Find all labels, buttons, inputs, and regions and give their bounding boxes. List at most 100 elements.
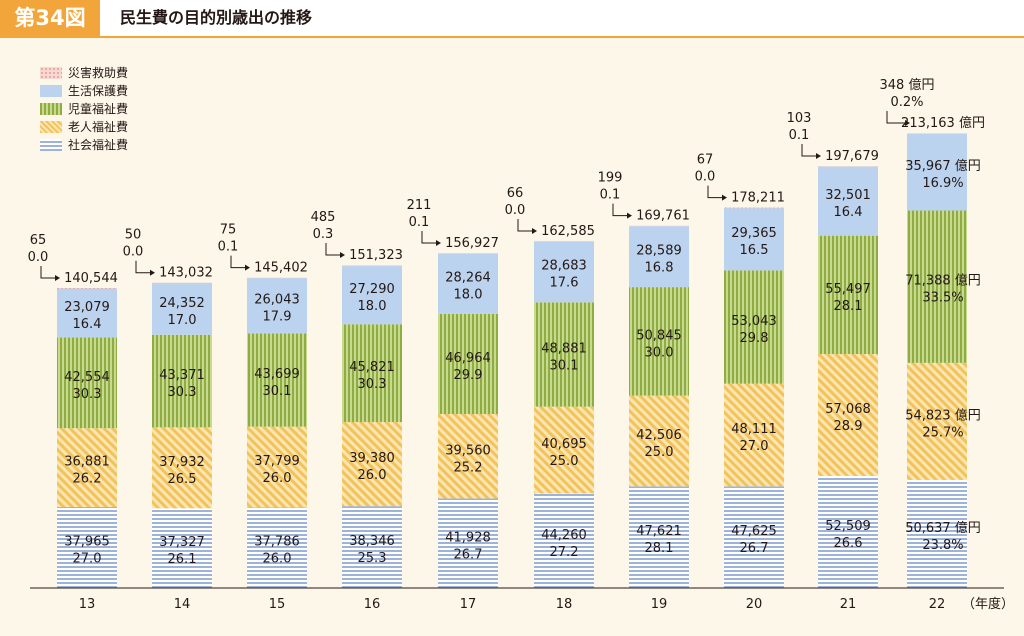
callout-line-16	[325, 243, 340, 256]
callout-line-22	[886, 111, 905, 124]
bar-segment-livelihood-21	[818, 166, 878, 236]
share-label-livelihood-17: 18.0	[454, 288, 483, 303]
data-label-livelihood-14: 24,352	[159, 296, 205, 311]
share-label-elderly-21: 28.9	[834, 419, 863, 434]
bar-segment-disaster-16	[342, 265, 402, 267]
bar-segment-disaster-22	[907, 133, 967, 134]
data-label-child-16: 45,821	[349, 360, 395, 375]
callout-line-21	[801, 144, 816, 157]
share-label-child-20: 29.8	[740, 331, 769, 346]
data-label-elderly-17: 39,560	[445, 443, 491, 458]
bar-segment-child-14	[152, 334, 212, 428]
share-label-livelihood-21: 16.4	[834, 205, 863, 220]
bar-segment-child-21	[818, 235, 878, 355]
bar-segment-livelihood-13	[57, 288, 117, 338]
total-label-22: 213,163 億円	[901, 115, 985, 131]
x-tick-label-14: 14	[174, 597, 191, 612]
data-label-social-18: 44,260	[541, 528, 587, 543]
data-label-social-21: 52,509	[825, 519, 871, 534]
callout-line-13	[40, 266, 55, 279]
x-tick-label-21: 21	[840, 597, 857, 612]
share-label-child-13: 30.3	[73, 387, 102, 402]
bar-segment-child-16	[342, 324, 402, 423]
bar-segment-elderly-13	[57, 428, 117, 507]
bar-segment-livelihood-22	[907, 133, 967, 211]
data-label-child-18: 48,881	[541, 341, 587, 356]
bar-segment-elderly-17	[438, 414, 498, 499]
data-label-child-20: 53,043	[731, 314, 777, 329]
bar-segment-social-13	[57, 506, 117, 588]
data-label-elderly-21: 57,068	[825, 402, 871, 417]
share-label-social-22: 23.8%	[922, 538, 963, 553]
disaster-label-20: 67	[697, 153, 714, 168]
legend-swatch-child	[40, 103, 62, 115]
legend-swatch-elderly	[40, 121, 62, 133]
bar-segment-child-17	[438, 313, 498, 415]
callout-arrow-14	[150, 269, 155, 276]
legend-label-livelihood: 生活保護費	[68, 84, 129, 98]
share-label-elderly-14: 26.5	[168, 472, 197, 487]
data-label-social-20: 47,625	[731, 524, 777, 539]
callout-arrow-15	[245, 264, 250, 271]
share-label-child-17: 29.9	[454, 368, 483, 383]
legend-label-social: 社会福祉費	[68, 138, 129, 152]
data-label-child-13: 42,554	[64, 370, 110, 385]
data-label-elderly-22: 54,823 億円	[905, 407, 981, 423]
x-tick-label-22: 22	[929, 597, 946, 612]
bar-segment-elderly-19	[629, 395, 689, 487]
data-label-elderly-20: 48,111	[731, 422, 777, 437]
total-label-15: 145,402	[254, 261, 308, 276]
bar-segment-social-17	[438, 498, 498, 588]
callout-arrow-17	[436, 240, 441, 247]
disaster-label-15: 75	[220, 223, 237, 238]
x-tick-label-19: 19	[651, 597, 668, 612]
total-label-21: 197,679	[825, 149, 879, 164]
share-label-livelihood-14: 17.0	[168, 313, 197, 328]
share-label-child-16: 30.3	[358, 377, 387, 392]
total-label-14: 143,032	[159, 266, 213, 281]
callout-line-15	[230, 255, 245, 269]
share-label-social-18: 27.2	[550, 545, 579, 560]
legend-swatch-disaster	[40, 67, 62, 79]
share-label-social-16: 25.3	[358, 551, 387, 566]
callout-arrow-21	[816, 153, 821, 160]
disaster-label-21: 103	[787, 111, 812, 126]
disaster-label-19: 199	[598, 171, 623, 186]
callout-line-20	[707, 185, 722, 199]
legend-label-elderly: 老人福祉費	[68, 120, 129, 134]
bar-segment-social-20	[724, 486, 784, 588]
chart-area: 37,965 27.0 36,881 26.2 42,554 30.3 23,079 16.4…	[0, 38, 1024, 636]
bar-segment-social-18	[534, 493, 594, 588]
data-label-livelihood-17: 28,264	[445, 271, 491, 286]
figure-header: 第34図 民生費の目的別歳出の推移	[0, 0, 1024, 38]
data-label-child-21: 55,497	[825, 282, 871, 297]
data-label-social-14: 37,327	[159, 535, 205, 550]
share-label-social-21: 26.6	[834, 536, 863, 551]
disaster-label-13: 65	[30, 233, 47, 248]
bar-segment-disaster-18	[534, 240, 594, 242]
disaster-share-17: 0.1	[409, 215, 430, 230]
legend-item-elderly: 老人福祉費	[40, 118, 128, 136]
data-label-livelihood-19: 28,589	[636, 244, 682, 259]
data-label-elderly-18: 40,695	[541, 437, 587, 452]
callout-arrow-20	[722, 194, 727, 201]
bar-segment-social-14	[152, 508, 212, 588]
data-label-social-16: 38,346	[349, 534, 395, 549]
bar-segment-disaster-21	[818, 166, 878, 167]
share-label-social-17: 26.7	[454, 547, 483, 562]
legend-item-livelihood: 生活保護費	[40, 82, 128, 100]
disaster-label-16: 485	[311, 210, 336, 225]
disaster-share-13: 0.0	[28, 250, 49, 265]
disaster-share-20: 0.0	[695, 170, 716, 185]
data-label-elderly-15: 37,799	[254, 454, 300, 469]
callout-arrow-13	[55, 275, 60, 282]
bar-segment-social-21	[818, 475, 878, 588]
x-axis-unit-label: （年度）	[962, 596, 1014, 612]
legend-swatch-livelihood	[40, 85, 62, 97]
bar-segment-elderly-20	[724, 383, 784, 487]
total-label-16: 151,323	[349, 248, 403, 263]
bar-segment-disaster-19	[629, 225, 689, 227]
x-tick-label-13: 13	[79, 597, 96, 612]
disaster-share-18: 0.0	[505, 203, 526, 218]
bar-segment-disaster-20	[724, 207, 784, 209]
